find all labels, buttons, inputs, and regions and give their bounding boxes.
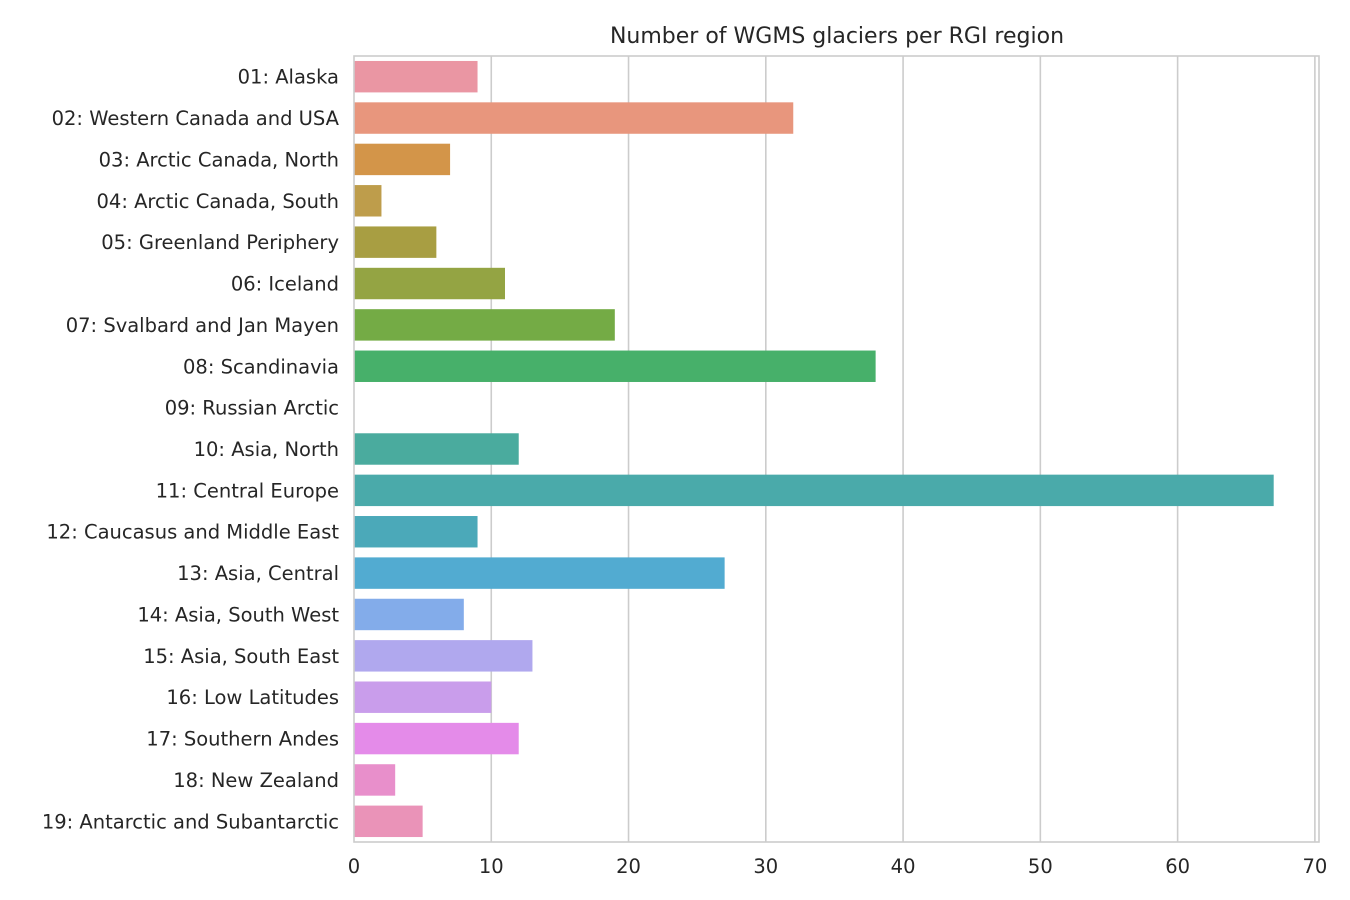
bar (354, 722, 519, 755)
category-label: 12: Caucasus and Middle East (46, 521, 339, 544)
category-label: 03: Arctic Canada, North (99, 148, 339, 171)
bar (354, 681, 492, 713)
bar (354, 764, 396, 796)
category-label: 17: Southern Andes (146, 728, 339, 751)
bar (354, 267, 505, 300)
bar (354, 474, 1274, 507)
x-tick-label: 70 (1302, 855, 1327, 878)
bar (354, 350, 876, 382)
chart-title: Number of WGMS glaciers per RGI region (610, 24, 1064, 49)
category-label: 18: New Zealand (173, 769, 339, 792)
category-label: 04: Arctic Canada, South (97, 190, 339, 213)
plot-frame (353, 55, 1320, 843)
bar (354, 309, 615, 341)
category-label: 09: Russian Arctic (165, 397, 339, 420)
category-label: 14: Asia, South West (137, 603, 339, 626)
category-labels: 01: Alaska 02: Western Canada and USA 03: … (42, 66, 340, 834)
bar (354, 516, 478, 548)
bar (354, 102, 794, 134)
bar (354, 433, 519, 465)
bar (354, 226, 437, 258)
bars (354, 60, 1274, 838)
bar (354, 557, 725, 589)
x-tick-label: 20 (616, 855, 641, 878)
category-label: 16: Low Latitudes (166, 686, 339, 709)
x-tick-labels: 0 10 20 30 40 50 60 70 (348, 855, 1328, 878)
category-label: 11: Central Europe (156, 479, 339, 502)
x-tick-label: 30 (753, 855, 778, 878)
category-label: 06: Iceland (231, 273, 339, 296)
category-label: 02: Western Canada and USA (52, 107, 340, 130)
grid-lines (490, 56, 1316, 842)
category-label: 01: Alaska (238, 66, 339, 89)
category-label: 10: Asia, North (194, 438, 339, 461)
bar (354, 60, 478, 93)
category-label: 05: Greenland Periphery (101, 231, 339, 254)
bar (354, 598, 464, 631)
category-label: 15: Asia, South East (143, 645, 339, 668)
bar (354, 805, 423, 838)
x-tick-label: 10 (479, 855, 504, 878)
category-label: 13: Asia, Central (177, 562, 339, 585)
category-label: 08: Scandinavia (183, 355, 339, 378)
bar (354, 185, 382, 217)
x-tick-label: 50 (1028, 855, 1053, 878)
bar (354, 143, 451, 176)
x-tick-label: 0 (348, 855, 360, 878)
bar (354, 640, 533, 672)
category-label: 19: Antarctic and Subantarctic (42, 810, 339, 833)
x-tick-label: 40 (891, 855, 916, 878)
x-tick-label: 60 (1165, 855, 1190, 878)
category-label: 07: Svalbard and Jan Mayen (66, 314, 339, 337)
